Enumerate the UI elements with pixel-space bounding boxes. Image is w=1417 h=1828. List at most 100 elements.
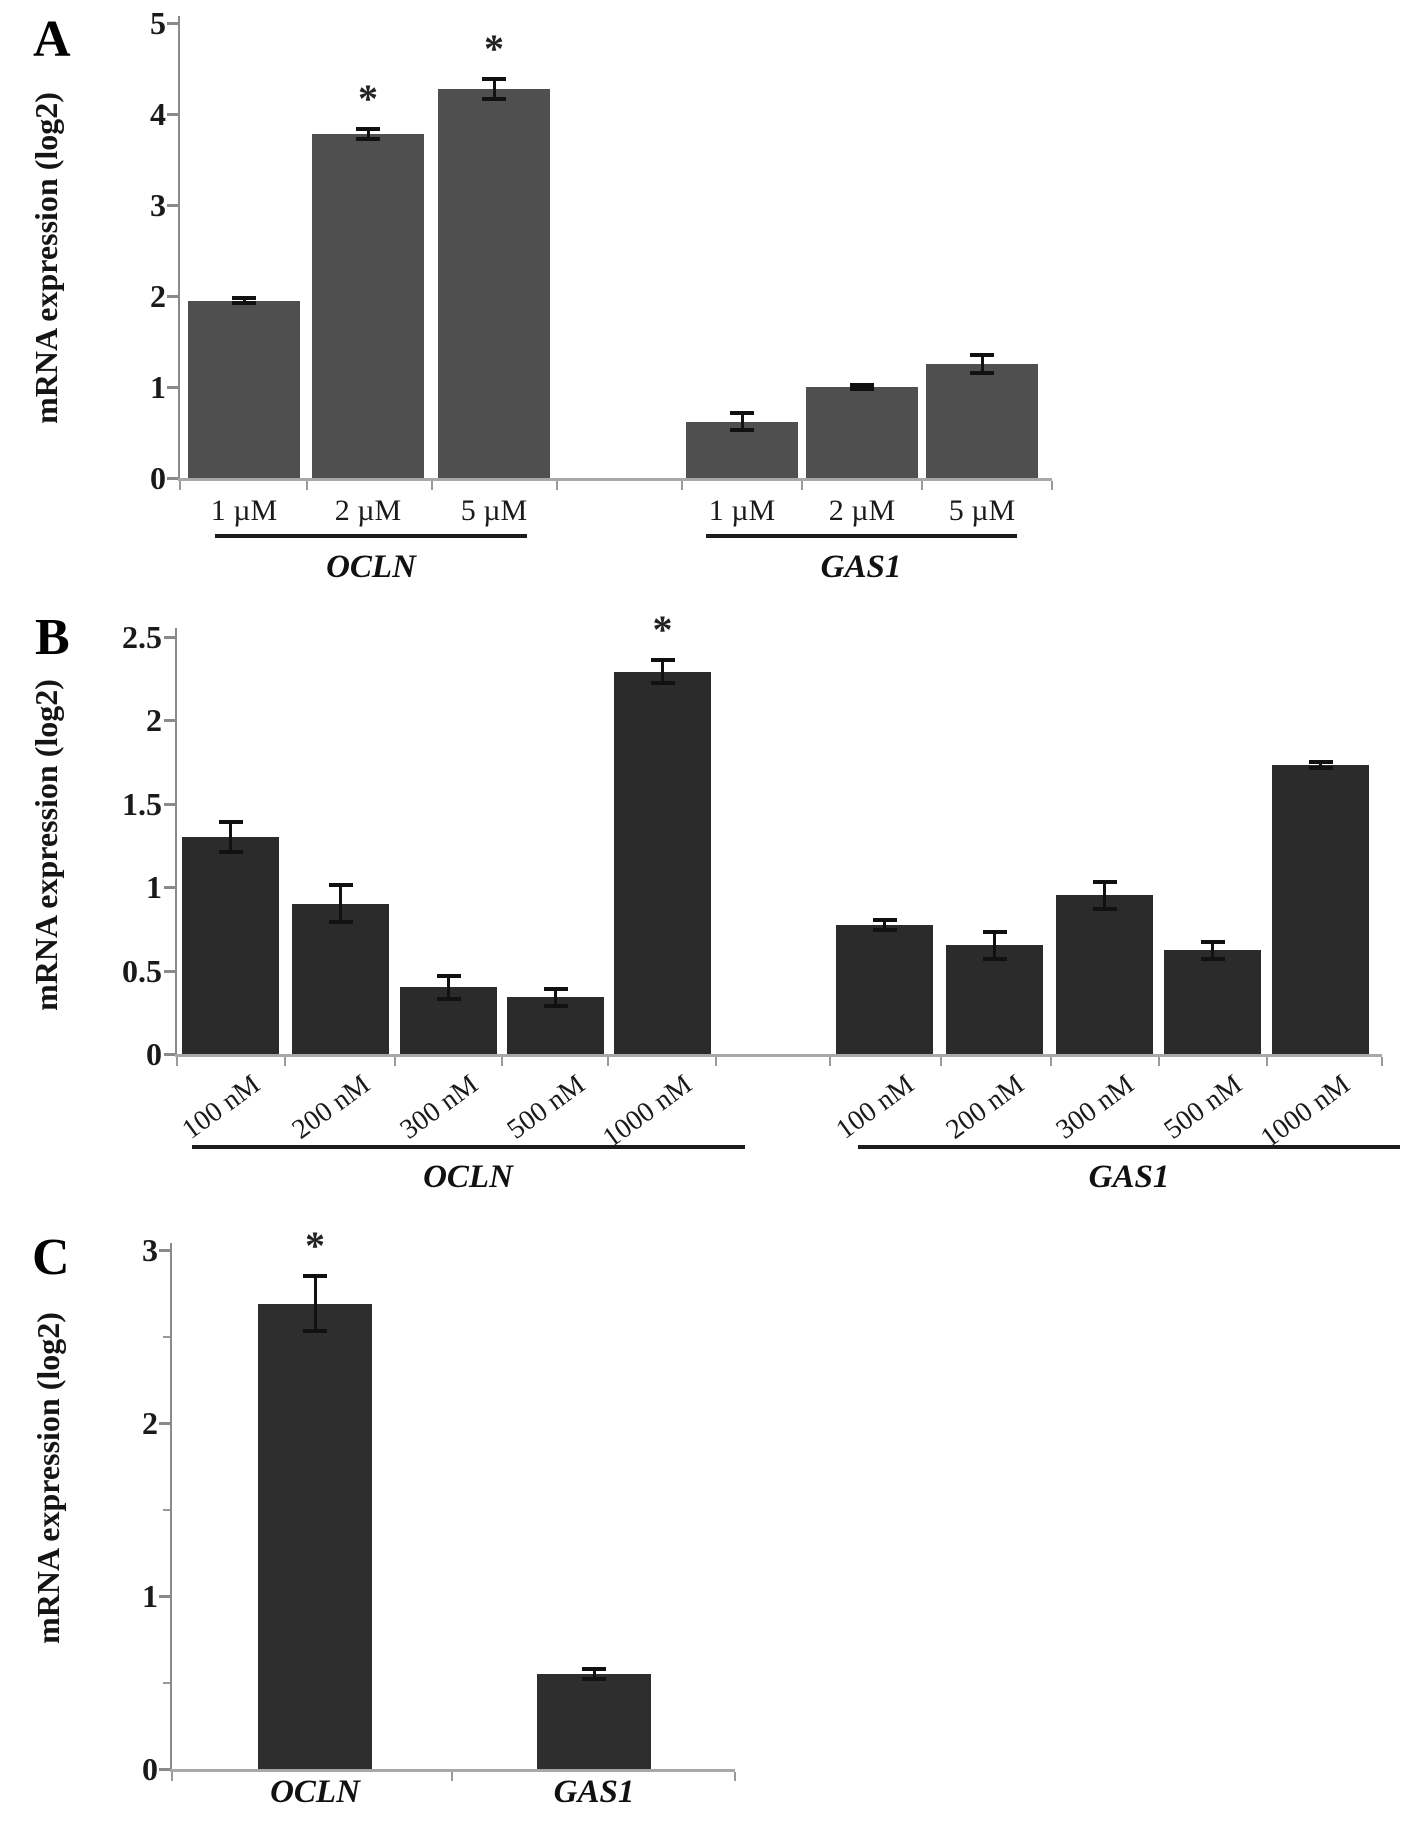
significance-asterisk: *	[358, 75, 378, 121]
y-tick	[164, 969, 175, 973]
x-tick	[801, 481, 803, 490]
y-tick-label: 0	[150, 460, 166, 496]
y-minor-tick	[163, 1681, 170, 1684]
x-category-label: 100 nM	[829, 1068, 920, 1146]
y-tick	[167, 295, 178, 298]
y-tick-label: 0	[146, 1036, 162, 1072]
x-category-label: 100 nM	[175, 1068, 266, 1146]
error-bar-cap	[872, 918, 897, 923]
x-category-label: 200 nM	[285, 1068, 376, 1146]
error-bar-cap	[1200, 956, 1225, 961]
group-label-gas1: GAS1	[820, 549, 902, 585]
y-tick-label: 4	[150, 96, 166, 132]
bar-gas1-1	[836, 925, 933, 1054]
bar-gas1-2	[946, 945, 1043, 1054]
x-tick	[734, 1772, 736, 1781]
error-bar	[993, 932, 996, 959]
y-minor-tick	[163, 1335, 170, 1338]
x-tick	[829, 1057, 831, 1066]
error-bar-cap	[356, 137, 380, 142]
error-bar-cap	[328, 883, 353, 888]
group-underline	[192, 1145, 745, 1149]
error-bar-cap	[730, 411, 754, 416]
y-axis-line	[175, 628, 177, 1056]
x-category-label: 1 µM	[210, 494, 278, 527]
x-category-label: 2 µM	[828, 494, 896, 527]
x-tick	[1266, 1057, 1268, 1066]
y-tick	[164, 719, 175, 722]
error-bar-cap	[650, 657, 675, 662]
y-tick-label: 3	[150, 187, 166, 223]
x-tick	[715, 1057, 717, 1066]
bar-gas1-2	[806, 387, 918, 478]
error-bar-cap	[543, 986, 568, 991]
bar-ocln-1	[188, 300, 300, 478]
error-bar	[447, 975, 450, 999]
error-bar-cap	[582, 1666, 606, 1671]
error-bar-cap	[650, 681, 675, 686]
y-tick-label: 2	[150, 278, 166, 314]
y-minor-tick	[163, 1508, 170, 1511]
y-tick	[164, 802, 175, 806]
panel-A-letter: A	[33, 11, 71, 68]
significance-asterisk: *	[484, 26, 504, 72]
error-bar-cap	[850, 383, 874, 388]
y-tick	[167, 113, 178, 116]
error-bar	[229, 821, 232, 852]
error-bar	[661, 659, 664, 684]
error-bar-cap	[982, 930, 1007, 935]
bar-gas1-3	[926, 364, 1038, 478]
error-bar	[980, 355, 984, 374]
x-category-label: 500 nM	[1157, 1068, 1248, 1146]
x-tick	[681, 481, 683, 490]
error-bar	[592, 1668, 596, 1680]
error-bar-cap	[328, 920, 353, 925]
x-tick	[394, 1057, 396, 1066]
error-bar-cap	[1092, 906, 1117, 911]
group-underline	[706, 534, 1017, 538]
y-tick	[167, 22, 178, 25]
error-bar-cap	[872, 928, 897, 933]
error-bar	[366, 128, 370, 140]
x-category-label: 200 nM	[939, 1068, 1030, 1146]
x-category-label: 2 µM	[334, 494, 402, 527]
x-category-label: 300 nM	[1049, 1068, 1140, 1146]
y-axis-line	[170, 1243, 172, 1771]
error-bar	[339, 885, 342, 923]
x-axis-line	[170, 1769, 735, 1772]
error-bar-cap	[582, 1677, 606, 1682]
error-bar	[1103, 881, 1106, 909]
group-underline	[858, 1145, 1400, 1149]
x-tick	[176, 1057, 178, 1066]
y-tick	[159, 1768, 170, 1771]
bar-ocln-1	[258, 1303, 372, 1769]
error-bar-cap	[303, 1273, 327, 1278]
x-tick	[1158, 1057, 1160, 1066]
significance-asterisk: *	[652, 606, 673, 652]
x-tick	[431, 481, 433, 490]
y-tick-label: 2.5	[122, 618, 162, 655]
x-tick	[1050, 1057, 1052, 1066]
group-label-ocln: OCLN	[326, 549, 416, 585]
bar-gas1-4	[1164, 950, 1261, 1054]
x-category-label: 1 µM	[708, 494, 776, 527]
group-label-gas1: GAS1	[553, 1774, 635, 1810]
panel-C-letter: C	[32, 1229, 70, 1286]
bar-gas1-1	[537, 1673, 651, 1769]
group-label-ocln: OCLN	[270, 1774, 360, 1810]
x-tick	[940, 1057, 942, 1066]
error-bar-cap	[482, 97, 506, 102]
error-bar-cap	[232, 301, 256, 306]
y-axis-title: mRNA expression (log2)	[28, 679, 64, 1011]
error-bar-cap	[982, 956, 1007, 961]
error-bar-cap	[1092, 879, 1117, 884]
error-bar-cap	[436, 973, 461, 978]
y-tick	[164, 635, 175, 639]
panel-B-letter: B	[35, 609, 70, 666]
error-bar-cap	[303, 1329, 327, 1334]
y-tick-label: 0	[142, 1751, 158, 1787]
y-axis-title: mRNA expression (log2)	[30, 1312, 66, 1644]
error-bar-cap	[1308, 766, 1333, 771]
x-category-label: 1000 nM	[596, 1068, 698, 1154]
